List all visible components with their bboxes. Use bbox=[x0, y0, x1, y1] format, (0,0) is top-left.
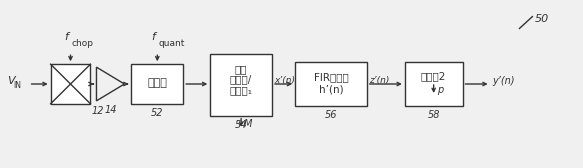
Bar bbox=[51, 64, 90, 104]
Text: x’(n): x’(n) bbox=[274, 76, 295, 85]
Text: f: f bbox=[65, 32, 69, 42]
Text: 14: 14 bbox=[104, 105, 117, 115]
Text: 54: 54 bbox=[235, 120, 247, 130]
Text: V: V bbox=[6, 76, 15, 86]
Text: f: f bbox=[152, 32, 155, 42]
Text: 抽取刨2: 抽取刨2 bbox=[421, 71, 447, 81]
Text: h’(n): h’(n) bbox=[318, 85, 343, 95]
Text: z’(n): z’(n) bbox=[369, 76, 389, 85]
Text: 50: 50 bbox=[535, 14, 549, 24]
Text: 抽取器₁: 抽取器₁ bbox=[230, 85, 252, 95]
Text: quant: quant bbox=[159, 39, 185, 48]
Bar bbox=[405, 62, 462, 106]
Text: y’(n): y’(n) bbox=[493, 76, 515, 86]
Text: IN: IN bbox=[13, 81, 22, 91]
Text: M: M bbox=[244, 119, 252, 129]
Text: p: p bbox=[437, 85, 443, 95]
Text: 数字: 数字 bbox=[235, 64, 247, 74]
Text: 58: 58 bbox=[427, 110, 440, 120]
Bar bbox=[210, 54, 272, 116]
Bar bbox=[295, 62, 367, 106]
Text: 56: 56 bbox=[325, 110, 337, 120]
Text: FIR滤波器: FIR滤波器 bbox=[314, 72, 348, 82]
Text: chop: chop bbox=[72, 39, 93, 48]
Text: 52: 52 bbox=[151, 108, 164, 118]
Text: 量化器: 量化器 bbox=[147, 78, 167, 88]
Text: 12: 12 bbox=[92, 106, 104, 116]
Text: 滤波器/: 滤波器/ bbox=[230, 74, 252, 84]
Bar bbox=[131, 64, 183, 104]
